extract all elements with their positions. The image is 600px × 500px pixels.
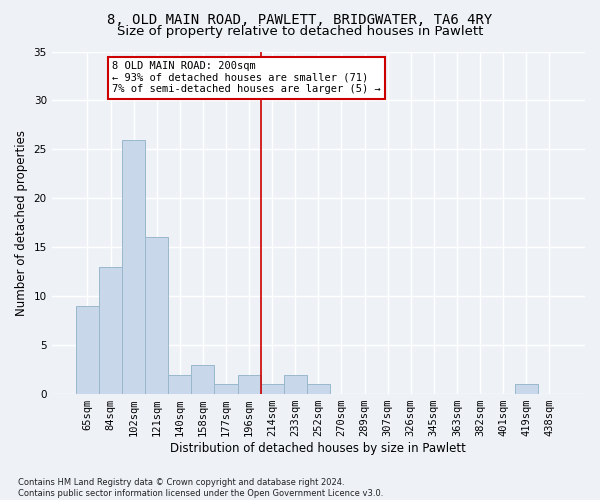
Bar: [145, 238, 168, 394]
Bar: [238, 374, 260, 394]
Text: Contains HM Land Registry data © Crown copyright and database right 2024.
Contai: Contains HM Land Registry data © Crown c…: [18, 478, 383, 498]
Bar: [515, 384, 538, 394]
Y-axis label: Number of detached properties: Number of detached properties: [15, 130, 28, 316]
Bar: [260, 384, 284, 394]
Bar: [307, 384, 330, 394]
Bar: [191, 364, 214, 394]
Text: 8, OLD MAIN ROAD, PAWLETT, BRIDGWATER, TA6 4RY: 8, OLD MAIN ROAD, PAWLETT, BRIDGWATER, T…: [107, 12, 493, 26]
Bar: [99, 267, 122, 394]
Text: 8 OLD MAIN ROAD: 200sqm
← 93% of detached houses are smaller (71)
7% of semi-det: 8 OLD MAIN ROAD: 200sqm ← 93% of detache…: [112, 62, 380, 94]
Bar: [76, 306, 99, 394]
Bar: [122, 140, 145, 394]
Bar: [168, 374, 191, 394]
Bar: [284, 374, 307, 394]
Text: Size of property relative to detached houses in Pawlett: Size of property relative to detached ho…: [117, 25, 483, 38]
Bar: [214, 384, 238, 394]
X-axis label: Distribution of detached houses by size in Pawlett: Distribution of detached houses by size …: [170, 442, 466, 455]
